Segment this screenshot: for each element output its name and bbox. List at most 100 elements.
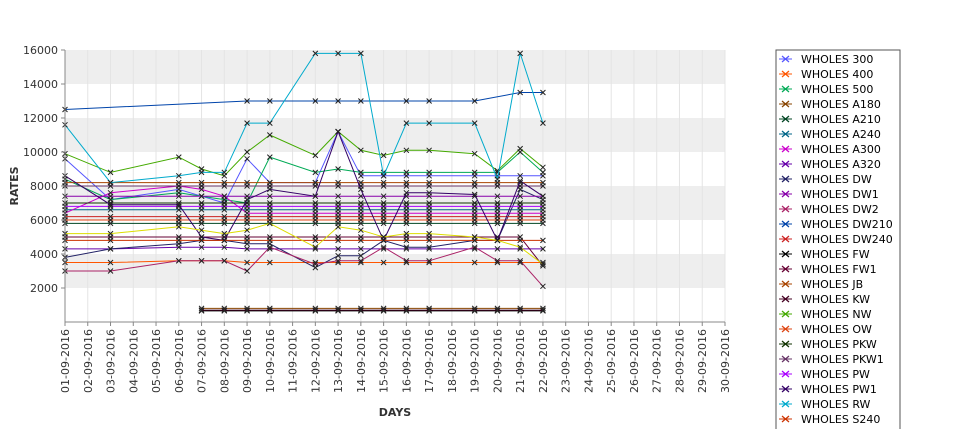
data-point bbox=[221, 203, 228, 210]
data-point bbox=[380, 308, 387, 314]
legend-label: WHOLES DW1 bbox=[801, 188, 879, 201]
x-tick-label: 21-09-2016 bbox=[514, 329, 527, 393]
data-point bbox=[335, 193, 341, 200]
data-point bbox=[426, 230, 432, 237]
data-point bbox=[517, 193, 524, 200]
x-tick-label: 01-09-2016 bbox=[59, 329, 72, 393]
series-4 bbox=[198, 305, 546, 312]
legend-label: WHOLES DW bbox=[801, 173, 872, 186]
data-point bbox=[107, 217, 114, 223]
data-point bbox=[403, 257, 410, 264]
x-tick-label: 04-09-2016 bbox=[127, 329, 140, 393]
data-point bbox=[426, 98, 432, 104]
x-tick-label: 05-09-2016 bbox=[150, 329, 163, 393]
data-point bbox=[107, 179, 114, 186]
legend-label: WHOLES 500 bbox=[801, 83, 873, 96]
legend-label: WHOLES OW bbox=[801, 323, 872, 336]
y-tick-label: 10000 bbox=[23, 146, 58, 159]
data-point bbox=[403, 308, 410, 314]
data-point bbox=[244, 155, 250, 162]
data-point bbox=[426, 183, 432, 189]
data-point bbox=[494, 217, 501, 223]
data-point bbox=[198, 308, 205, 314]
data-point bbox=[403, 217, 410, 223]
data-point bbox=[221, 237, 228, 244]
legend-label: WHOLES JB bbox=[801, 278, 863, 291]
legend-label: WHOLES KW bbox=[801, 293, 870, 306]
data-point bbox=[266, 307, 273, 313]
data-point bbox=[471, 98, 478, 104]
data-point bbox=[244, 227, 250, 234]
data-point bbox=[221, 307, 228, 313]
data-point bbox=[312, 244, 319, 251]
data-point bbox=[471, 234, 478, 240]
data-point bbox=[335, 237, 341, 244]
data-point bbox=[335, 308, 341, 314]
data-point bbox=[358, 246, 364, 252]
data-point bbox=[471, 217, 478, 223]
y-tick-label: 4000 bbox=[30, 248, 58, 261]
data-point bbox=[380, 259, 387, 266]
series-19 bbox=[62, 217, 546, 223]
data-point bbox=[358, 217, 364, 223]
data-point bbox=[426, 203, 432, 210]
legend-label: WHOLES 400 bbox=[801, 68, 873, 81]
data-point bbox=[107, 230, 114, 237]
data-point bbox=[335, 183, 341, 189]
data-point bbox=[358, 50, 364, 57]
legend: WHOLES 300 WHOLES 400 WHOLES 500 WHOLES A18… bbox=[775, 49, 901, 429]
data-point bbox=[312, 217, 319, 223]
data-point bbox=[403, 183, 410, 189]
data-point bbox=[426, 147, 432, 154]
x-tick-label: 10-09-2016 bbox=[264, 329, 277, 393]
data-point bbox=[540, 237, 546, 244]
series-11 bbox=[62, 244, 546, 290]
data-point bbox=[107, 268, 114, 274]
data-point bbox=[380, 246, 387, 252]
data-point bbox=[312, 237, 319, 244]
data-point bbox=[221, 217, 228, 223]
data-point bbox=[175, 183, 182, 189]
x-tick-label: 11-09-2016 bbox=[287, 329, 300, 393]
x-tick-label: 26-09-2016 bbox=[628, 329, 641, 393]
x-tick-label: 22-09-2016 bbox=[537, 329, 550, 393]
data-point bbox=[471, 120, 478, 126]
data-point bbox=[540, 217, 546, 223]
x-tick-label: 19-09-2016 bbox=[469, 329, 482, 393]
data-point bbox=[221, 244, 228, 251]
data-point bbox=[107, 259, 114, 266]
legend-label: WHOLES RW bbox=[801, 398, 871, 411]
data-point bbox=[335, 217, 341, 223]
data-point bbox=[266, 154, 273, 160]
data-point bbox=[107, 237, 114, 244]
data-point bbox=[517, 237, 524, 244]
data-point bbox=[517, 145, 524, 152]
data-point bbox=[312, 246, 319, 252]
data-point bbox=[494, 237, 501, 244]
data-point bbox=[540, 307, 546, 313]
data-point bbox=[198, 169, 205, 176]
data-point bbox=[426, 189, 432, 196]
x-tick-label: 09-09-2016 bbox=[241, 329, 254, 393]
y-tick-label: 8000 bbox=[30, 180, 58, 193]
x-axis-title: DAYS bbox=[379, 406, 412, 419]
data-point bbox=[312, 98, 319, 104]
data-point bbox=[244, 237, 250, 244]
grid-band bbox=[65, 50, 725, 84]
data-point bbox=[244, 98, 250, 104]
data-point bbox=[426, 307, 432, 313]
data-point bbox=[380, 217, 387, 223]
legend-box bbox=[775, 49, 901, 429]
data-point bbox=[540, 283, 546, 290]
data-point bbox=[266, 203, 273, 210]
x-tick-label: 28-09-2016 bbox=[673, 329, 686, 393]
data-point bbox=[266, 120, 273, 126]
data-point bbox=[471, 183, 478, 189]
data-point bbox=[540, 193, 546, 200]
x-tick-label: 25-09-2016 bbox=[605, 329, 618, 393]
data-point bbox=[198, 217, 205, 223]
data-point bbox=[540, 169, 546, 176]
data-point bbox=[266, 193, 273, 200]
data-point bbox=[380, 307, 387, 313]
data-point bbox=[471, 150, 478, 157]
